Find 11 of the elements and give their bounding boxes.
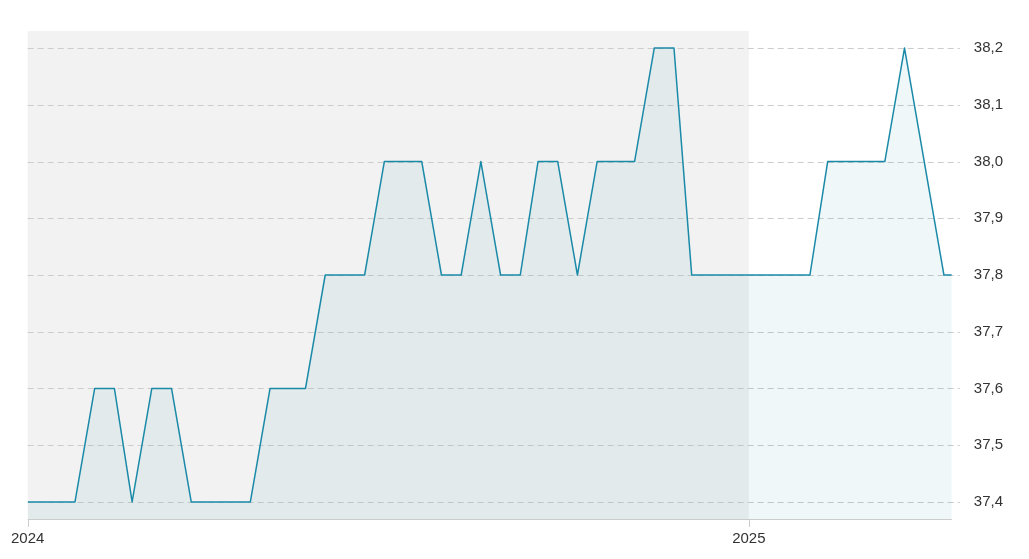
y-tick-label: 37,8 [973,265,1004,283]
y-tick-label: 38,0 [973,151,1004,169]
y-tick-label: 37,7 [973,321,1004,339]
y-tick-label: 37,4 [973,492,1004,510]
y-tick-label: 37,9 [973,208,1004,226]
y-tick-label: 37,6 [973,378,1004,396]
y-tick-label: 37,5 [973,435,1004,453]
y-tick-label: 38,2 [973,38,1004,56]
y-tick-label: 38,1 [973,94,1004,112]
x-tick-label: 2025 [732,529,766,547]
x-tick-label: 2024 [11,529,45,547]
